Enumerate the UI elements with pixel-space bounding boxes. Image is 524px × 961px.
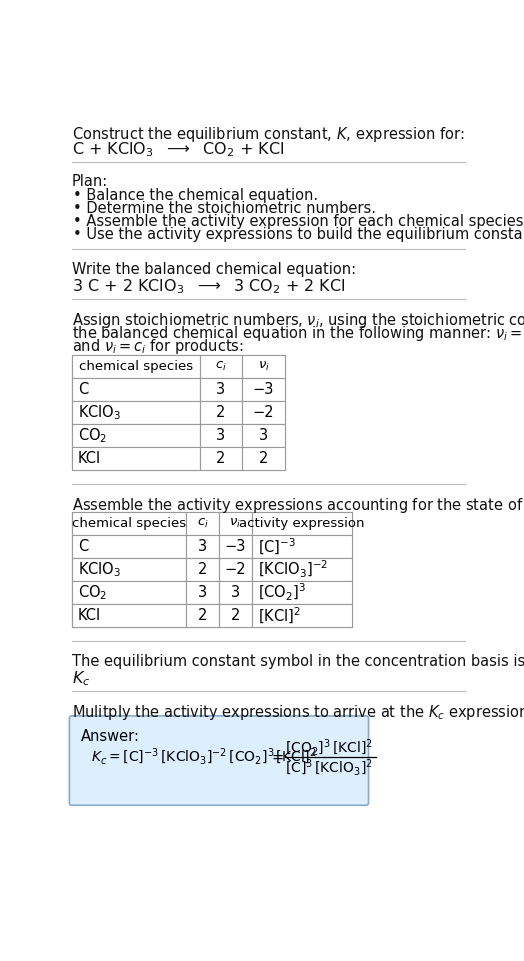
Text: [CO$_2$]$^3$: [CO$_2$]$^3$: [258, 582, 305, 604]
Bar: [72, 401, 200, 424]
Text: $K_c$: $K_c$: [72, 669, 90, 688]
Bar: [200, 378, 242, 401]
Bar: [72, 512, 187, 535]
Bar: [242, 378, 285, 401]
Bar: [242, 401, 285, 424]
Text: KClO$_3$: KClO$_3$: [78, 404, 121, 422]
Bar: [219, 535, 252, 558]
Text: 2: 2: [231, 608, 240, 624]
Text: −2: −2: [224, 562, 246, 578]
Text: $\nu_i$: $\nu_i$: [258, 359, 269, 373]
Bar: [252, 535, 352, 558]
Bar: [72, 424, 200, 447]
Text: −3: −3: [225, 539, 246, 554]
Bar: [72, 355, 285, 470]
Bar: [252, 581, 352, 604]
Text: 2: 2: [198, 562, 208, 578]
Bar: [242, 424, 285, 447]
Text: and $\nu_i = c_i$ for products:: and $\nu_i = c_i$ for products:: [72, 337, 244, 357]
Bar: [72, 604, 187, 628]
Text: chemical species: chemical species: [79, 359, 193, 373]
Text: $K_c = \mathrm{[C]}^{-3}\,\mathrm{[KClO_3]}^{-2}\,\mathrm{[CO_2]}^3\,\mathrm{[KC: $K_c = \mathrm{[C]}^{-3}\,\mathrm{[KClO_…: [91, 747, 316, 767]
Bar: [219, 581, 252, 604]
Text: CO$_2$: CO$_2$: [78, 427, 107, 445]
Text: 2: 2: [259, 452, 268, 466]
Text: chemical species: chemical species: [72, 517, 186, 530]
Bar: [72, 447, 200, 470]
Bar: [72, 512, 352, 628]
Bar: [200, 355, 242, 378]
Text: Assemble the activity expressions accounting for the state of matter and $\nu_i$: Assemble the activity expressions accoun…: [72, 497, 524, 515]
Text: The equilibrium constant symbol in the concentration basis is:: The equilibrium constant symbol in the c…: [72, 653, 524, 669]
Text: Write the balanced chemical equation:: Write the balanced chemical equation:: [72, 261, 356, 277]
Text: 3 C + 2 KClO$_3$  $\longrightarrow$  3 CO$_2$ + 2 KCl: 3 C + 2 KClO$_3$ $\longrightarrow$ 3 CO$…: [72, 277, 345, 296]
Text: 3: 3: [198, 585, 207, 601]
Text: Plan:: Plan:: [72, 174, 108, 189]
Text: KClO$_3$: KClO$_3$: [78, 560, 121, 579]
Bar: [252, 558, 352, 581]
Bar: [187, 558, 219, 581]
Text: 3: 3: [216, 429, 225, 443]
FancyBboxPatch shape: [69, 716, 368, 805]
Text: CO$_2$: CO$_2$: [78, 583, 107, 603]
Bar: [252, 512, 352, 535]
Bar: [219, 512, 252, 535]
Text: Mulitply the activity expressions to arrive at the $K_c$ expression:: Mulitply the activity expressions to arr…: [72, 702, 524, 722]
Text: • Assemble the activity expression for each chemical species.: • Assemble the activity expression for e…: [73, 214, 524, 229]
Bar: [252, 604, 352, 628]
Text: • Determine the stoichiometric numbers.: • Determine the stoichiometric numbers.: [73, 201, 376, 216]
Text: the balanced chemical equation in the following manner: $\nu_i = -c_i$ for react: the balanced chemical equation in the fo…: [72, 324, 524, 343]
Text: 3: 3: [198, 539, 207, 554]
Bar: [242, 447, 285, 470]
Text: −3: −3: [253, 382, 274, 397]
Text: 2: 2: [198, 608, 208, 624]
Text: [KClO$_3$]$^{-2}$: [KClO$_3$]$^{-2}$: [258, 559, 328, 580]
Text: Assign stoichiometric numbers, $\nu_i$, using the stoichiometric coefficients, $: Assign stoichiometric numbers, $\nu_i$, …: [72, 311, 524, 330]
Bar: [72, 581, 187, 604]
Text: $\nu_i$: $\nu_i$: [230, 517, 241, 530]
Text: Construct the equilibrium constant, $K$, expression for:: Construct the equilibrium constant, $K$,…: [72, 125, 464, 143]
Bar: [72, 378, 200, 401]
Bar: [72, 558, 187, 581]
Text: $\mathrm{[CO_2]^3\,[KCl]^2}$: $\mathrm{[CO_2]^3\,[KCl]^2}$: [285, 737, 373, 757]
Text: $\mathrm{[C]^3\,[KClO_3]^2}$: $\mathrm{[C]^3\,[KClO_3]^2}$: [285, 757, 373, 777]
Text: • Use the activity expressions to build the equilibrium constant expression.: • Use the activity expressions to build …: [73, 227, 524, 242]
Text: 3: 3: [259, 429, 268, 443]
Bar: [200, 447, 242, 470]
Text: Answer:: Answer:: [81, 729, 140, 744]
Text: C + KClO$_3$  $\longrightarrow$  CO$_2$ + KCl: C + KClO$_3$ $\longrightarrow$ CO$_2$ + …: [72, 140, 284, 159]
Bar: [72, 535, 187, 558]
Text: $c_i$: $c_i$: [197, 517, 209, 530]
Bar: [242, 355, 285, 378]
Text: KCl: KCl: [78, 608, 101, 624]
Bar: [200, 424, 242, 447]
Text: [C]$^{-3}$: [C]$^{-3}$: [258, 536, 296, 556]
Text: C: C: [78, 382, 88, 397]
Text: 2: 2: [216, 405, 225, 420]
Bar: [187, 512, 219, 535]
Bar: [187, 604, 219, 628]
Text: $=$: $=$: [269, 750, 285, 764]
Text: 3: 3: [231, 585, 240, 601]
Text: KCl: KCl: [78, 452, 101, 466]
Text: [KCl]$^2$: [KCl]$^2$: [258, 605, 301, 626]
Bar: [219, 604, 252, 628]
Bar: [200, 401, 242, 424]
Text: activity expression: activity expression: [239, 517, 365, 530]
Text: 3: 3: [216, 382, 225, 397]
Text: 2: 2: [216, 452, 225, 466]
Text: $c_i$: $c_i$: [215, 359, 227, 373]
Text: −2: −2: [253, 405, 275, 420]
Bar: [72, 355, 200, 378]
Bar: [187, 535, 219, 558]
Text: • Balance the chemical equation.: • Balance the chemical equation.: [73, 187, 319, 203]
Bar: [219, 558, 252, 581]
Bar: [187, 581, 219, 604]
Text: C: C: [78, 539, 88, 554]
